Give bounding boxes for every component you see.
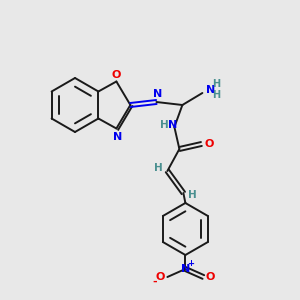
Text: N: N	[168, 120, 177, 130]
Text: N: N	[153, 89, 162, 99]
Text: H: H	[188, 190, 197, 200]
Text: H: H	[212, 90, 220, 100]
Text: O: O	[112, 70, 121, 80]
Text: -: -	[152, 277, 157, 287]
Text: H: H	[154, 163, 163, 173]
Text: O: O	[206, 272, 215, 282]
Text: N: N	[206, 85, 215, 95]
Text: N: N	[113, 131, 122, 142]
Text: O: O	[205, 139, 214, 149]
Text: O: O	[156, 272, 165, 282]
Text: +: +	[187, 260, 194, 268]
Text: N: N	[181, 264, 190, 274]
Text: H: H	[160, 120, 169, 130]
Text: H: H	[212, 79, 220, 89]
